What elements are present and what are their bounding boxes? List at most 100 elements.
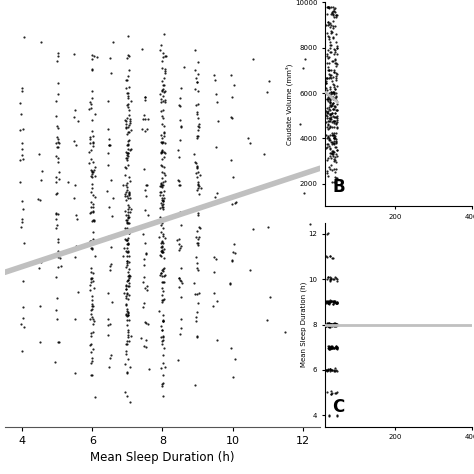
Point — [325, 92, 333, 100]
Point — [87, 135, 94, 143]
Point — [122, 247, 129, 255]
Point — [331, 55, 339, 63]
Point — [89, 302, 96, 310]
Point — [156, 271, 164, 279]
Point — [324, 319, 332, 327]
Point — [331, 365, 339, 372]
Point — [328, 102, 335, 110]
Point — [228, 200, 236, 208]
Point — [64, 178, 72, 186]
Point — [193, 187, 201, 194]
Point — [125, 146, 132, 153]
Point — [161, 69, 168, 77]
Point — [125, 128, 132, 136]
Point — [87, 329, 95, 337]
Point — [329, 34, 337, 41]
Point — [332, 74, 340, 82]
Point — [332, 344, 340, 351]
Point — [324, 21, 331, 28]
Point — [332, 299, 339, 307]
Point — [123, 156, 131, 164]
Point — [330, 91, 338, 98]
Point — [157, 98, 165, 105]
Point — [122, 216, 129, 223]
Point — [323, 156, 330, 164]
Point — [328, 298, 335, 305]
Point — [193, 203, 201, 211]
Point — [87, 100, 95, 108]
Point — [330, 117, 338, 125]
Point — [177, 276, 184, 284]
Point — [159, 265, 167, 273]
Point — [325, 412, 332, 420]
Point — [20, 33, 28, 41]
Point — [332, 165, 339, 173]
Point — [228, 113, 235, 120]
Point — [194, 122, 202, 130]
Point — [326, 144, 334, 152]
Point — [120, 289, 128, 297]
Point — [107, 243, 115, 250]
Point — [55, 338, 63, 346]
Point — [193, 134, 201, 142]
Point — [327, 23, 334, 31]
Point — [333, 344, 340, 352]
Point — [159, 337, 166, 344]
Point — [328, 48, 335, 56]
Point — [123, 55, 131, 62]
Point — [159, 230, 166, 238]
Point — [323, 91, 330, 98]
Point — [54, 138, 62, 146]
Point — [177, 277, 184, 285]
Point — [327, 124, 334, 131]
Point — [124, 308, 132, 316]
Point — [327, 391, 335, 398]
Point — [328, 29, 336, 36]
Point — [327, 344, 335, 352]
Point — [124, 228, 131, 236]
Point — [125, 190, 132, 197]
Point — [125, 227, 133, 234]
Point — [122, 190, 129, 198]
Point — [327, 72, 335, 79]
Point — [228, 256, 235, 264]
Point — [333, 367, 340, 374]
Point — [328, 342, 336, 350]
Point — [124, 94, 131, 101]
Point — [324, 173, 332, 180]
Point — [107, 320, 114, 328]
Point — [331, 5, 339, 12]
Point — [161, 98, 168, 106]
Point — [331, 367, 339, 375]
Point — [19, 125, 27, 133]
Point — [324, 120, 332, 128]
Point — [323, 86, 331, 93]
Point — [52, 173, 60, 181]
Point — [325, 299, 332, 306]
Point — [191, 46, 199, 54]
Point — [126, 213, 133, 221]
Point — [324, 32, 331, 39]
Point — [195, 120, 203, 128]
Point — [126, 177, 134, 185]
Point — [142, 192, 150, 200]
Point — [175, 274, 182, 282]
Point — [124, 89, 131, 97]
Point — [127, 127, 135, 134]
Point — [228, 114, 236, 122]
Point — [123, 294, 130, 302]
Point — [329, 3, 337, 11]
Point — [89, 201, 97, 208]
Point — [260, 150, 268, 158]
Point — [88, 349, 95, 356]
Point — [126, 190, 133, 198]
Point — [322, 366, 330, 374]
Point — [18, 218, 26, 226]
Point — [228, 157, 235, 164]
Point — [325, 20, 332, 28]
Point — [89, 87, 96, 94]
Point — [330, 137, 337, 145]
Point — [87, 172, 95, 180]
Point — [159, 318, 167, 325]
Point — [54, 264, 62, 271]
